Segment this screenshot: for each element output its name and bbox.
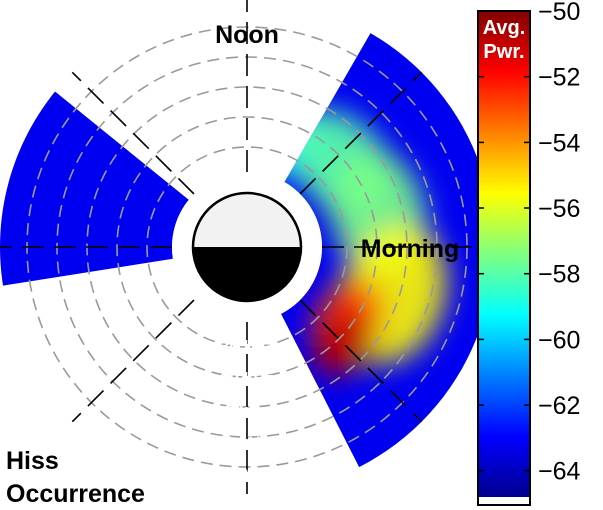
- colorbar-frame: [477, 10, 531, 506]
- colorbar-tick-label: −54: [538, 129, 581, 157]
- ring-labels: 30 kHz 10 kHz 3 kHz 1 kHz 300 Hz: [220, 337, 274, 484]
- colorbar-tick-label: −64: [538, 458, 581, 486]
- hiss-occurrence-label-line2: Occurrence: [6, 480, 145, 508]
- morning-label: Morning: [361, 235, 460, 263]
- colorbar-tick-label: −56: [538, 195, 580, 223]
- colorbar-tick-label: −50: [538, 0, 580, 26]
- colorbar-gradient: [478, 11, 530, 497]
- ring-circle: [146, 146, 348, 348]
- colorbar-bottom-white: [478, 497, 530, 505]
- sector-line: [71, 299, 195, 423]
- hiss-occurrence-label-line1: Hiss: [6, 447, 59, 475]
- colorbar-title-line2: Pwr.: [483, 41, 524, 63]
- ring-label: 3 kHz: [225, 401, 269, 420]
- ring-label: 30 kHz: [220, 337, 274, 356]
- earth-nightside: [193, 247, 301, 301]
- colorbar-tick-label: −62: [538, 392, 580, 420]
- ring-label: 1 kHz: [225, 433, 269, 452]
- colorbar-tick-label: −60: [538, 326, 580, 354]
- sector-line: [71, 71, 195, 195]
- colorbar: Avg. Pwr. −50 −52 −54 −56 −58 −60 −62 −64: [477, 0, 581, 506]
- dial-grid: [0, 0, 494, 494]
- noon-label: Noon: [215, 21, 279, 49]
- colorbar-tick-label: −58: [538, 261, 580, 289]
- ring-label: 300 Hz: [220, 465, 274, 484]
- colorbar-title-line1: Avg.: [483, 17, 526, 39]
- ring-circle: [116, 116, 378, 378]
- ring-label: 10 kHz: [220, 369, 274, 388]
- sector-line: [299, 299, 423, 423]
- colorbar-tick-label: −52: [538, 64, 580, 92]
- sector-line: [299, 71, 423, 195]
- earth-symbol: [172, 172, 322, 322]
